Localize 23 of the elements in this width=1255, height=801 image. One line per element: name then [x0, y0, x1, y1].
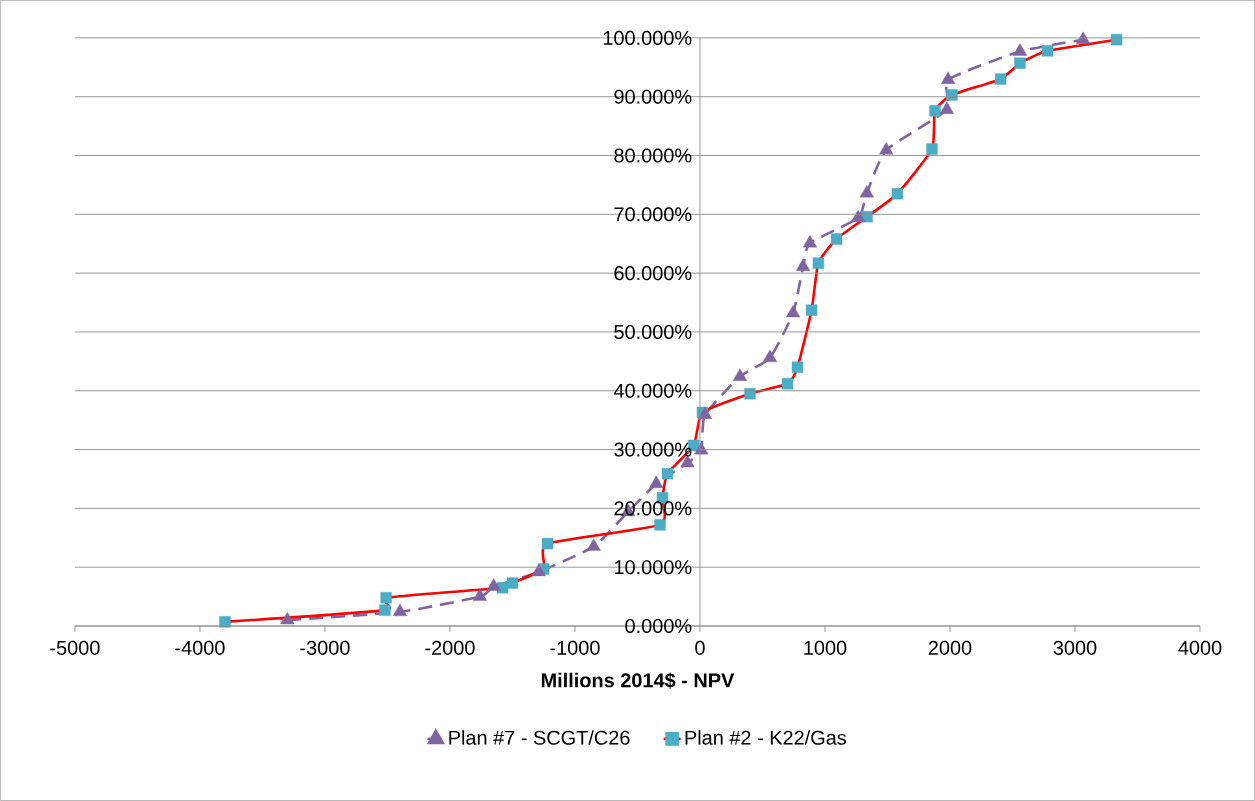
x-axis-title: Millions 2014$ - NPV	[541, 672, 735, 689]
x-tick-label: 3000	[1053, 640, 1097, 655]
y-tick-label: 90.000%	[614, 89, 692, 104]
x-tick-label: -3000	[300, 640, 350, 655]
x-tick-label: -4000	[175, 640, 225, 655]
y-tick-label: 30.000%	[614, 442, 692, 457]
y-tick-label: 40.000%	[613, 383, 692, 398]
legend-label: Plan #2 - K22/Gas	[685, 730, 847, 745]
x-tick-label: -5000	[50, 640, 100, 655]
x-tick-label: 2000	[928, 640, 972, 655]
x-tick-label: 0	[695, 640, 705, 655]
y-tick-label: 60.000%	[614, 266, 692, 281]
x-tick-label: -2000	[425, 640, 475, 655]
x-tick-label: 4000	[1178, 640, 1222, 655]
y-tick-label: 70.000%	[614, 207, 692, 222]
y-tick-label: 100.000%	[603, 30, 692, 45]
x-tick-label: 1000	[804, 640, 847, 655]
y-tick-label: 50.000%	[614, 324, 692, 340]
legend-label: Plan #7 - SCGT/C26	[449, 730, 630, 745]
y-tick-label: 10.000%	[614, 560, 692, 575]
y-tick-label: 80.000%	[614, 148, 692, 163]
x-tick-label: -1000	[550, 640, 600, 655]
y-tick-label: 0.000%	[625, 618, 692, 634]
